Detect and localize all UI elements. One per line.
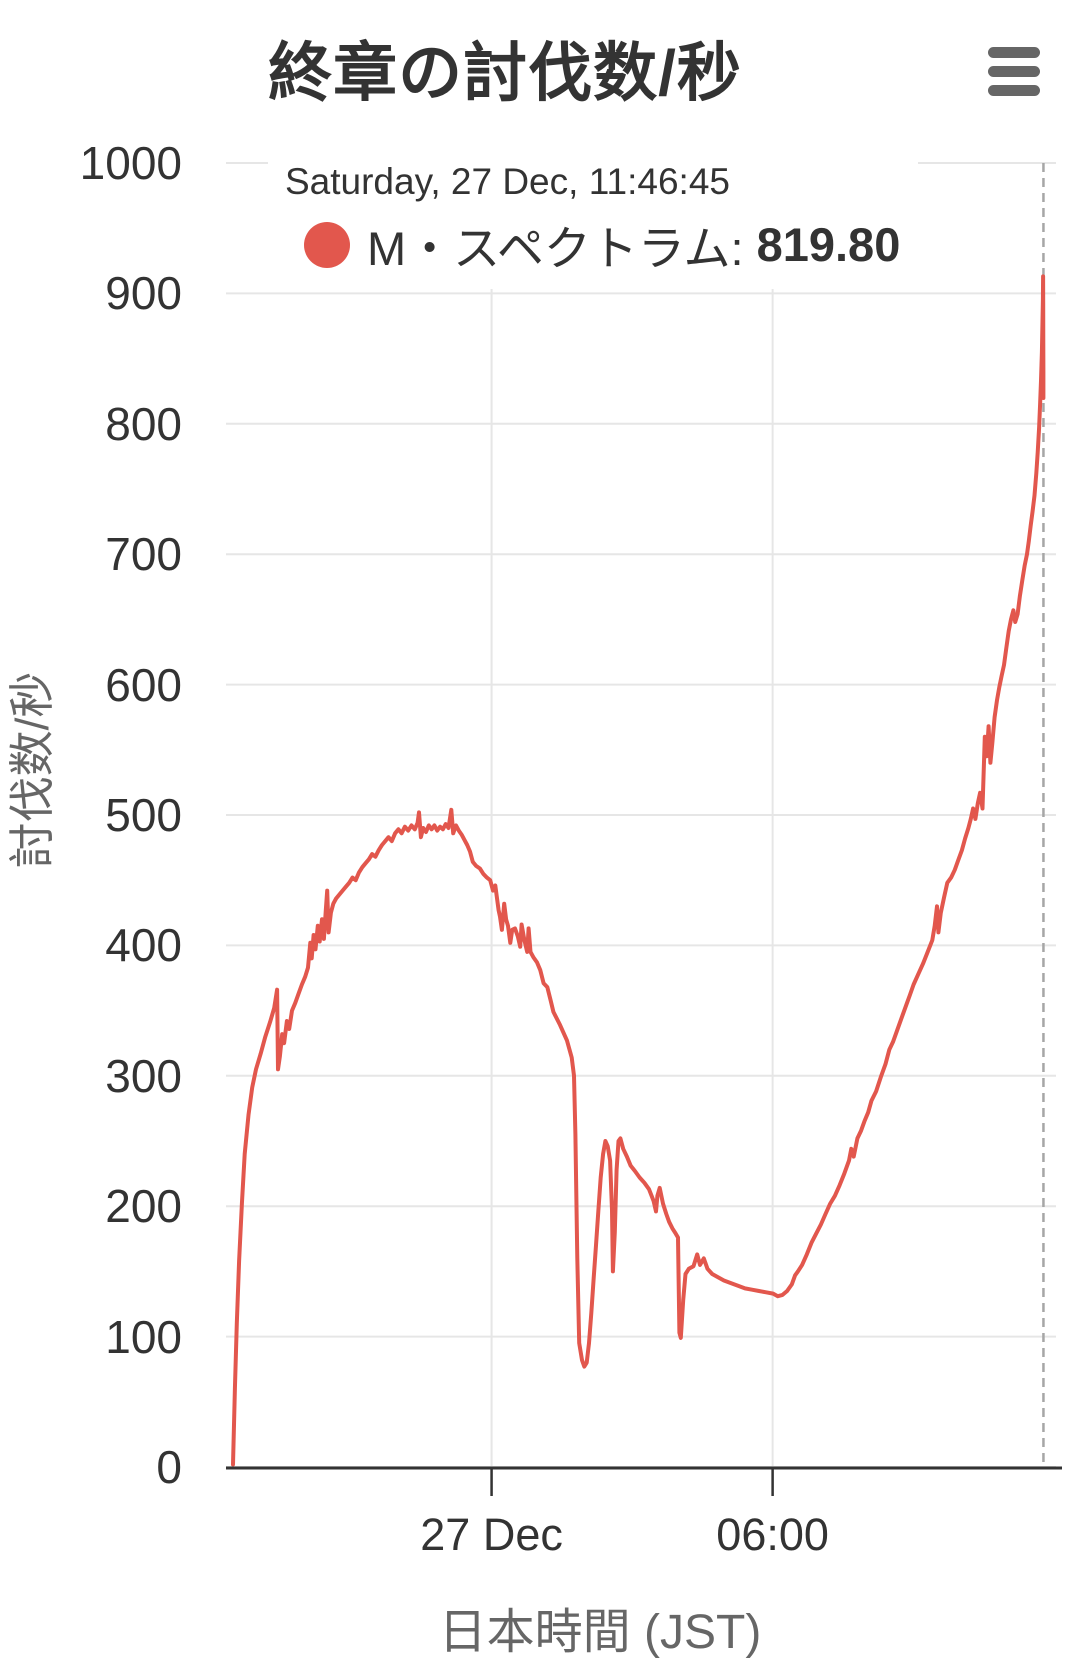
tooltip-value: 819.80 [756, 218, 901, 271]
tooltip: Saturday, 27 Dec, 11:46:45 M・スペクトラム: 819… [268, 150, 919, 289]
series-line[interactable] [231, 274, 1046, 1467]
y-axis-tick-label: 600 [105, 658, 182, 711]
tooltip-series-row: M・スペクトラム: 819.80 [304, 210, 900, 279]
hamburger-icon [988, 46, 1044, 96]
y-axis-tick-label: 0 [156, 1441, 182, 1493]
x-axis-tick-label: 06:00 [716, 1509, 829, 1560]
y-axis-tick-label: 300 [105, 1049, 182, 1102]
y-axis-tick-label: 800 [105, 397, 182, 450]
tooltip-series-name: M・スペクトラム: [367, 222, 757, 275]
chart-title: 終章の討伐数/秒 [268, 37, 742, 109]
y-axis-tick-label: 100 [105, 1310, 182, 1363]
y-axis-tick-label: 500 [105, 789, 182, 841]
x-axis-tick-label: 27 Dec [420, 1509, 563, 1560]
series-marker-icon [304, 221, 350, 268]
tooltip-timestamp: Saturday, 27 Dec, 11:46:45 [285, 161, 730, 202]
y-axis-tick-label: 200 [105, 1180, 182, 1233]
y-axis-tick-label: 900 [105, 267, 182, 320]
y-axis-tick-label: 400 [105, 919, 182, 972]
y-axis-tick-label: 700 [105, 528, 182, 581]
y-axis-title: 討伐数/秒 [6, 671, 58, 869]
x-axis-title: 日本時間 (JST) [438, 1606, 762, 1659]
context-menu-button[interactable] [982, 40, 1050, 102]
y-axis-tick-label: 1000 [79, 137, 182, 189]
